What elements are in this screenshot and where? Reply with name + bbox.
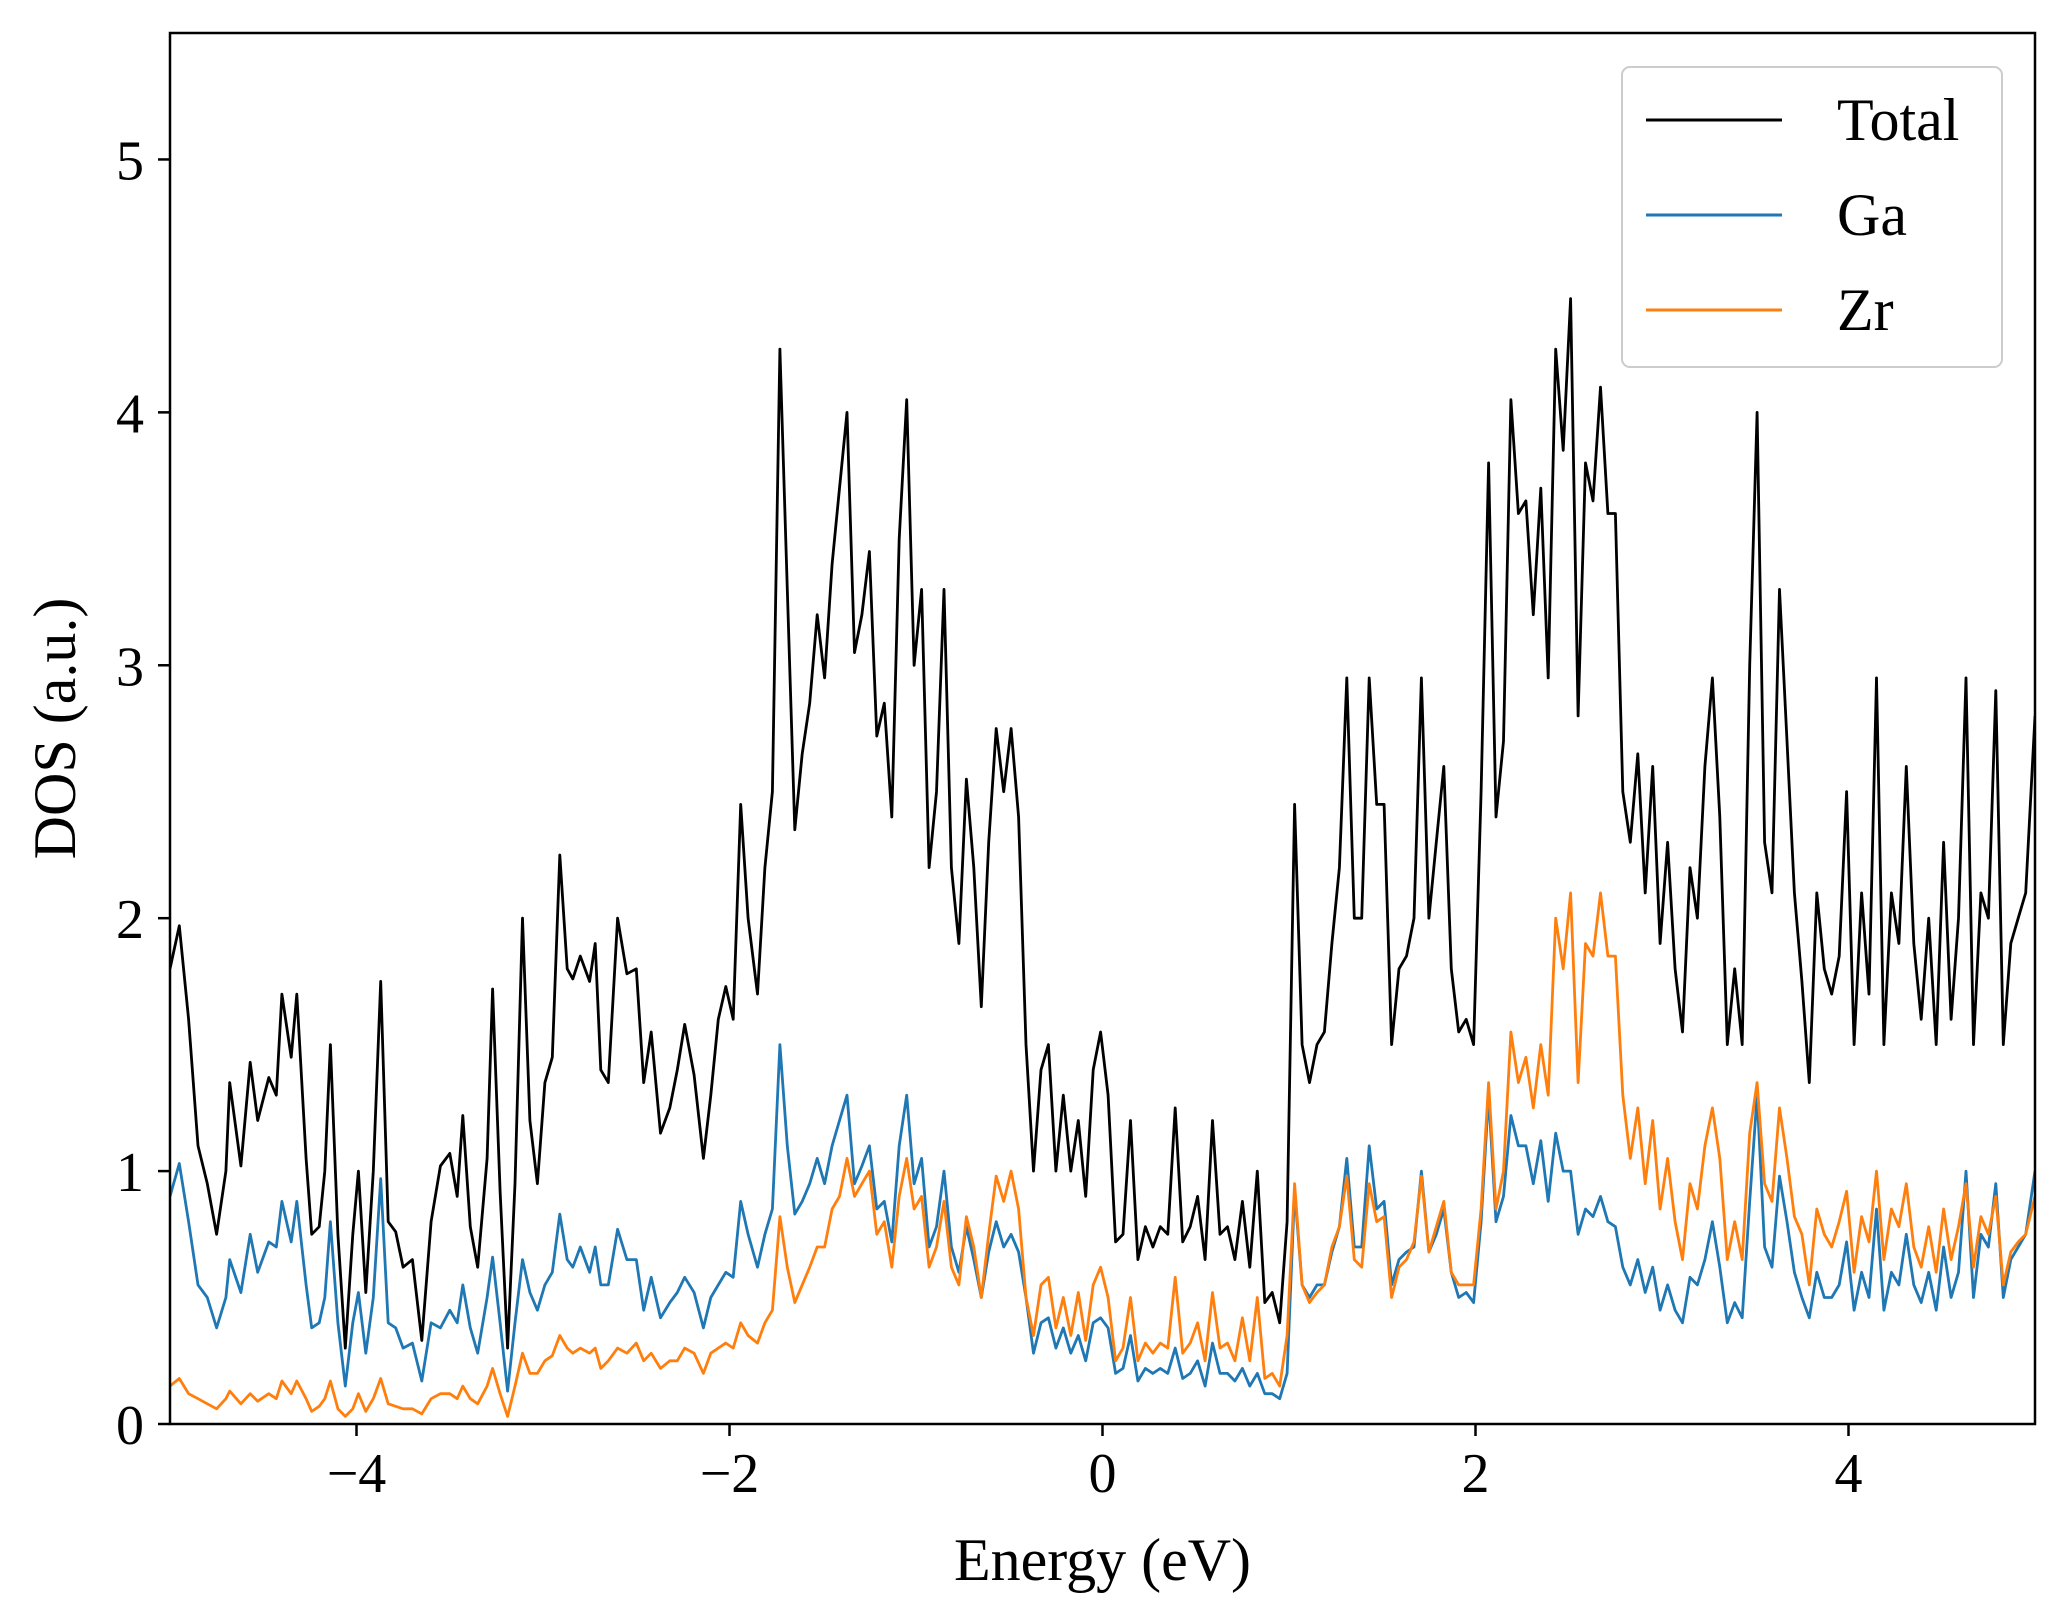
y-tick-label: 4 xyxy=(116,383,144,445)
legend-label-zr: Zr xyxy=(1837,277,1894,343)
y-tick-label: 2 xyxy=(116,889,144,951)
y-axis: 0 1 2 3 4 5 xyxy=(116,130,170,1457)
plot-area xyxy=(170,297,2035,1418)
series-line-zr xyxy=(170,891,2035,1418)
y-tick-label: 1 xyxy=(116,1142,144,1204)
x-tick-label: −4 xyxy=(327,1443,387,1505)
y-tick-label: 3 xyxy=(116,636,144,698)
x-tick-label: 2 xyxy=(1462,1443,1490,1505)
x-axis-label: Energy (eV) xyxy=(954,1527,1251,1593)
legend: Total Ga Zr xyxy=(1621,66,2003,368)
y-tick-label: 0 xyxy=(116,1395,144,1457)
legend-label-ga: Ga xyxy=(1837,182,1907,248)
y-axis-label: DOS (a.u.) xyxy=(22,598,88,860)
legend-box xyxy=(1621,66,2003,368)
legend-label-total: Total xyxy=(1837,87,1959,153)
x-axis: −4 −2 0 2 4 xyxy=(327,1424,1863,1505)
x-tick-label: 4 xyxy=(1835,1443,1863,1505)
x-tick-label: 0 xyxy=(1089,1443,1117,1505)
series-line-total xyxy=(170,297,2035,1350)
y-tick-label: 5 xyxy=(116,130,144,192)
series-line-ga xyxy=(170,1043,2035,1401)
x-tick-label: −2 xyxy=(700,1443,760,1505)
